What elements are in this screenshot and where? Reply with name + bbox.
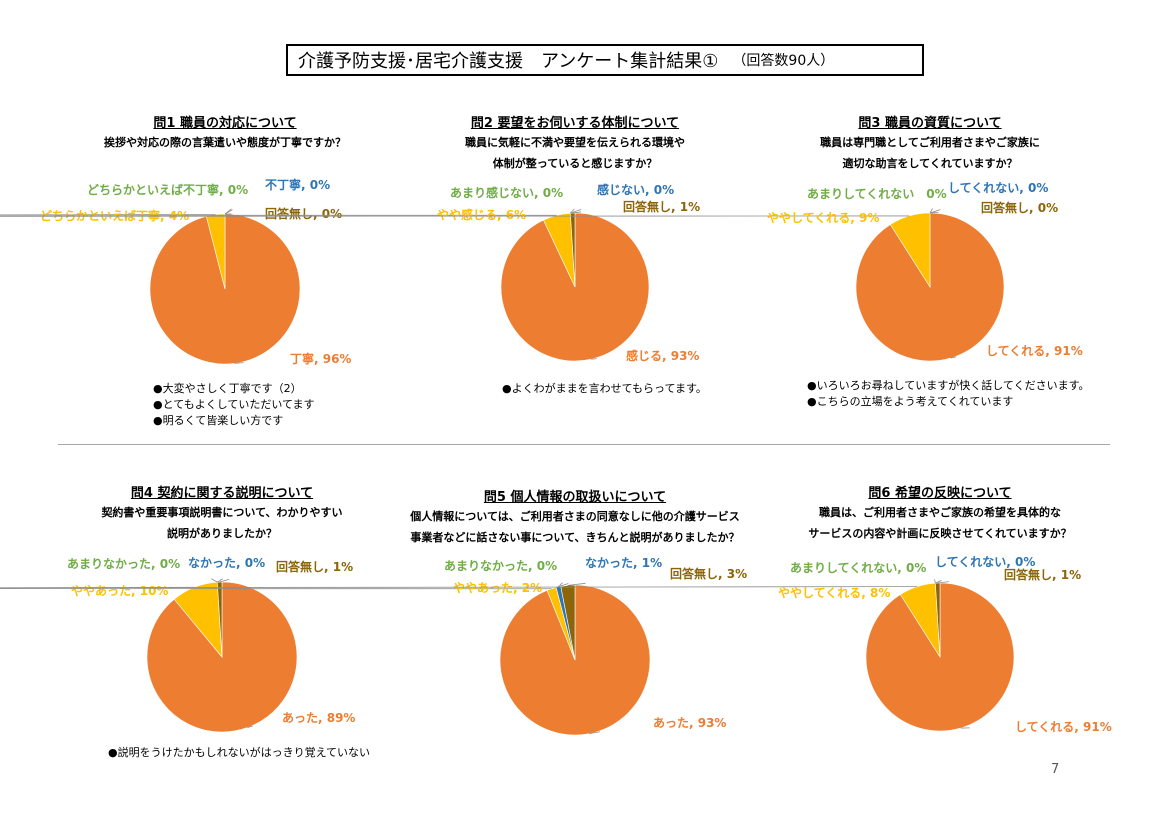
comment-item: ●いろいろお尋ねしていますが快く話してくださいます。	[807, 379, 1090, 392]
data-label: どちらかといえば丁寧, 4%	[40, 209, 190, 223]
comment-item: ●とてもよくしていただいてます	[153, 398, 315, 411]
comment-list: ●説明をうけたかもしれないがはっきり覚えていない	[108, 745, 370, 761]
data-label: してくれない, 0%	[935, 555, 1036, 569]
data-label: 回答無し, 1%	[623, 200, 701, 214]
question-title: 問6 希望の反映について	[868, 486, 1012, 501]
question-text-line: サービスの内容や計画に反映させてくれていますか？	[808, 527, 1072, 540]
data-label: 感じる, 93%	[626, 349, 700, 363]
data-label: 回答無し, 3%	[670, 567, 748, 581]
question-text-line: 職員は、ご利用者さまやご家族の希望を具体的な	[819, 506, 1061, 519]
data-label: 回答無し, 1%	[1004, 568, 1082, 582]
question-text: 挨拶や対応の際の言葉遣いや態度が丁寧ですか？	[104, 132, 346, 153]
data-label: ややあった, 10%	[71, 584, 169, 598]
data-label: してくれる, 91%	[986, 344, 1083, 358]
question-text-line: 職員に気軽に不満や要望を伝えられる環境や	[465, 136, 685, 149]
respondent-count: （回答数90人）	[732, 53, 835, 69]
page-title: 介護予防支援･居宅介護支援 アンケート集計結果① （回答数90人）	[286, 44, 924, 76]
data-label: なかった, 1%	[585, 556, 663, 570]
question-text-line: 職員は専門職としてご利用者さまやご家族に	[820, 136, 1040, 149]
data-label: やや感じる, 6%	[437, 208, 527, 222]
comment-item: ●明るくて皆楽しい方です	[153, 414, 284, 427]
data-label: 回答無し, 1%	[276, 560, 354, 574]
data-label: ややしてくれる, 9%	[767, 211, 880, 225]
question-text: 職員は、ご利用者さまやご家族の希望を具体的な サービスの内容や計画に反映させてくれ…	[808, 502, 1071, 544]
data-label: ややしてくれる, 8%	[778, 586, 891, 600]
data-label: あまりしてくれない, 0%	[790, 561, 927, 575]
data-label: あまりなかった, 0%	[444, 559, 558, 573]
comment-item: ●よくわがままを言わせてもらってます。	[502, 382, 707, 395]
data-label: してくれる, 91%	[1015, 720, 1112, 734]
comment-item: ●説明をうけたかもしれないがはっきり覚えていない	[108, 746, 371, 759]
data-label: してくれない, 0%	[948, 181, 1049, 195]
data-label: あった, 93%	[653, 716, 727, 730]
data-label: あまり感じない, 0%	[450, 186, 564, 200]
comment-list: ●よくわがままを言わせてもらってます。	[502, 381, 707, 397]
question-text: 職員に気軽に不満や要望を伝えられる環境や 体制が整っていると感じますか？	[465, 132, 685, 174]
data-label: 感じない, 0%	[597, 183, 675, 197]
data-label: あまりなかった, 0%	[67, 557, 181, 571]
question-title: 問3 職員の資質について	[858, 116, 1002, 131]
data-label: あまりしてくれない 0%	[807, 187, 947, 201]
data-label: なかった, 0%	[188, 556, 266, 570]
question-title: 問4 契約に関する説明について	[130, 486, 314, 501]
page-number: 7	[1051, 762, 1060, 777]
data-label: 回答無し, 0%	[265, 207, 343, 221]
question-text: 契約書や重要事項説明書について、わかりやすい 説明がありましたか？	[101, 502, 342, 544]
section-divider	[58, 444, 1110, 445]
question-text: 職員は専門職としてご利用者さまやご家族に 適切な助言をしてくれていますか？	[820, 132, 1040, 174]
pie-chart	[865, 582, 1015, 732]
pie-chart	[146, 581, 298, 733]
question-text-line: 挨拶や対応の際の言葉遣いや態度が丁寧ですか？	[104, 136, 346, 149]
comment-item: ●大変やさしく丁寧です（2）	[153, 382, 302, 395]
question-text: 個人情報については、ご利用者さまの同意なしに他の介護サービス 事業者などに話さない…	[410, 506, 739, 548]
question-title: 問2 要望をお伺いする体制について	[470, 116, 680, 131]
comment-list: ●いろいろお尋ねしていますが快く話してくださいます。 ●こちらの立場をよう考えてく…	[807, 378, 1090, 410]
page-title-text: 介護予防支援･居宅介護支援 アンケート集計結果①	[298, 51, 719, 72]
question-text-line: 説明がありましたか？	[167, 527, 277, 540]
comment-list: ●大変やさしく丁寧です（2） ●とてもよくしていただいてます ●明るくて皆楽しい方で…	[153, 381, 315, 429]
data-label: どちらかといえば不丁寧, 0%	[87, 183, 249, 197]
question-text-line: 事業者などに話さない事について、きちんと説明がありましたか？	[410, 531, 740, 544]
data-label: ややあった, 2%	[453, 581, 543, 595]
data-label: あった, 89%	[282, 711, 356, 725]
data-label: 丁寧, 96%	[290, 352, 352, 366]
data-label: 回答無し, 0%	[981, 201, 1059, 215]
data-label: 不丁寧, 0%	[265, 178, 331, 192]
question-text-line: 個人情報については、ご利用者さまの同意なしに他の介護サービス	[410, 510, 740, 523]
question-title: 問5 個人情報の取扱いについて	[483, 490, 667, 505]
question-title: 問1 職員の対応について	[153, 116, 297, 131]
question-text-line: 適切な助言をしてくれていますか？	[842, 157, 1018, 170]
question-text-line: 契約書や重要事項説明書について、わかりやすい	[101, 506, 343, 519]
question-text-line: 体制が整っていると感じますか？	[492, 157, 658, 170]
comment-item: ●こちらの立場をよう考えてくれています	[807, 395, 1014, 408]
